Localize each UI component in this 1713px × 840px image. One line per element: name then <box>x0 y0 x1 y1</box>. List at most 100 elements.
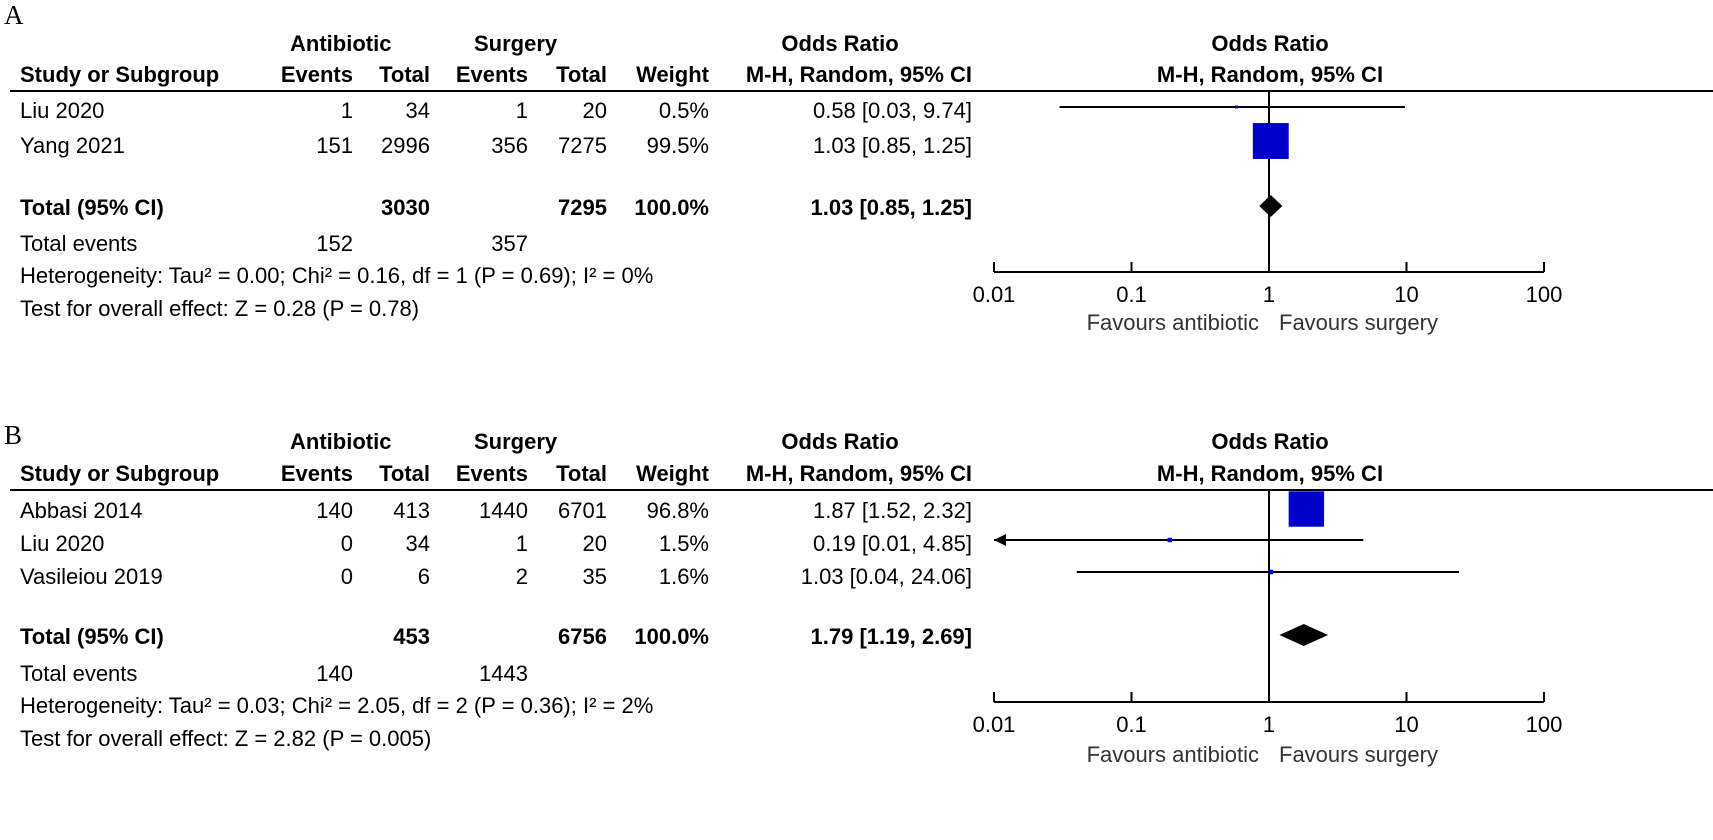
study-weight: 0.5% <box>658 98 709 123</box>
study-ci: 1.03 [0.85, 1.25] <box>812 133 972 158</box>
study-events-2: 1440 <box>479 498 528 523</box>
events-label: Total events <box>20 661 138 686</box>
x-tick-label: 0.1 <box>1116 712 1147 737</box>
header-or-method: M-H, Random, 95% CI <box>745 461 972 486</box>
events-1: 140 <box>316 661 353 686</box>
total-ci: 1.03 [0.85, 1.25] <box>810 195 972 220</box>
header-events-2: Events <box>455 62 528 87</box>
x-tick-label: 0.01 <box>973 712 1016 737</box>
header-plot-method: M-H, Random, 95% CI <box>1156 62 1384 87</box>
study-total-1: 413 <box>393 498 430 523</box>
forest-panel-b: B Antibiotic Surgery Odds Ratio Odds Rat… <box>0 420 1713 840</box>
study-name: Abbasi 2014 <box>20 498 143 523</box>
total-label: Total (95% CI) <box>20 195 164 220</box>
study-weight: 96.8% <box>646 498 709 523</box>
total-total-2: 6756 <box>558 624 607 649</box>
header-plot-method: M-H, Random, 95% CI <box>1156 461 1384 486</box>
study-name: Yang 2021 <box>20 133 125 158</box>
x-tick-label: 10 <box>1394 282 1418 307</box>
study-weight: 1.6% <box>658 564 709 589</box>
study-marker <box>1268 569 1274 575</box>
x-tick-label: 0.1 <box>1116 282 1147 307</box>
study-total-2: 6701 <box>558 498 607 523</box>
x-tick-label: 100 <box>1526 282 1563 307</box>
header-events-2: Events <box>455 461 528 486</box>
overall-effect-text: Test for overall effect: Z = 2.82 (P = 0… <box>20 726 432 751</box>
header-weight: Weight <box>636 461 709 486</box>
study-marker <box>1252 123 1289 159</box>
study-weight: 99.5% <box>646 133 709 158</box>
header-total-2: Total <box>556 62 607 87</box>
header-plot-title: Odds Ratio <box>1211 429 1329 454</box>
total-total-1: 453 <box>393 624 430 649</box>
forest-plot: 0.01 0.1 1 10 100 Favours antibiotic Favours s… <box>973 489 1563 767</box>
study-events-2: 1 <box>515 98 528 123</box>
ci-arrow <box>994 534 1006 546</box>
total-total-1: 3030 <box>381 195 430 220</box>
x-tick-label: 100 <box>1526 712 1563 737</box>
header-rule <box>10 489 1713 491</box>
study-ci: 0.58 [0.03, 9.74] <box>812 98 972 123</box>
x-tick-label: 1 <box>1263 712 1275 737</box>
panel-label: A <box>4 0 24 30</box>
header-events-1: Events <box>280 62 353 87</box>
study-events-2: 2 <box>515 564 528 589</box>
header-total-1: Total <box>379 62 430 87</box>
total-ci: 1.79 [1.19, 2.69] <box>810 624 972 649</box>
study-events-1: 0 <box>340 531 353 556</box>
study-name: Vasileiou 2019 <box>20 564 163 589</box>
total-weight: 100.0% <box>634 195 709 220</box>
total-total-2: 7295 <box>558 195 607 220</box>
study-events-1: 140 <box>316 498 353 523</box>
header-weight: Weight <box>636 62 709 87</box>
forest-panel-a: A Antibiotic Surgery Odds Ratio Odds Rat… <box>4 0 1713 335</box>
favours-left-label: Favours antibiotic <box>1087 310 1259 335</box>
study-total-2: 35 <box>582 564 607 589</box>
study-total-1: 2996 <box>381 133 430 158</box>
events-label: Total events <box>20 231 138 256</box>
study-total-2: 7275 <box>558 133 607 158</box>
header-study: Study or Subgroup <box>20 62 220 87</box>
study-events-1: 151 <box>316 133 353 158</box>
header-group2: Surgery <box>474 429 558 454</box>
study-total-1: 6 <box>417 564 430 589</box>
favours-right-label: Favours surgery <box>1279 310 1438 335</box>
favours-right-label: Favours surgery <box>1279 742 1438 767</box>
heterogeneity-text: Heterogeneity: Tau² = 0.03; Chi² = 2.05,… <box>20 693 654 718</box>
events-2: 357 <box>491 231 528 256</box>
study-total-2: 20 <box>582 98 607 123</box>
header-or-title: Odds Ratio <box>781 429 899 454</box>
header-or-method: M-H, Random, 95% CI <box>745 62 972 87</box>
header-group1: Antibiotic <box>290 429 392 454</box>
study-total-1: 34 <box>405 531 430 556</box>
header-total-1: Total <box>379 461 430 486</box>
total-weight: 100.0% <box>634 624 709 649</box>
study-weight: 1.5% <box>658 531 709 556</box>
header-total-2: Total <box>556 461 607 486</box>
forest-plot: 0.01 0.1 1 10 100 Favours antibiotic Favours s… <box>973 90 1563 335</box>
header-or-title: Odds Ratio <box>781 31 899 56</box>
study-total-1: 34 <box>405 98 430 123</box>
study-ci: 1.87 [1.52, 2.32] <box>812 498 972 523</box>
overall-effect-text: Test for overall effect: Z = 0.28 (P = 0… <box>20 296 420 321</box>
header-group2: Surgery <box>474 31 558 56</box>
header-group1: Antibiotic <box>290 31 392 56</box>
heterogeneity-text: Heterogeneity: Tau² = 0.00; Chi² = 0.16,… <box>20 263 654 288</box>
favours-left-label: Favours antibiotic <box>1087 742 1259 767</box>
study-events-2: 1 <box>515 531 528 556</box>
study-events-1: 1 <box>340 98 353 123</box>
study-name: Liu 2020 <box>20 98 105 123</box>
pooled-diamond <box>1259 195 1283 217</box>
events-2: 1443 <box>479 661 528 686</box>
header-plot-title: Odds Ratio <box>1211 31 1329 56</box>
events-1: 152 <box>316 231 353 256</box>
study-marker <box>1167 537 1173 543</box>
study-name: Liu 2020 <box>20 531 105 556</box>
study-marker <box>1288 491 1325 527</box>
header-rule <box>10 90 1713 92</box>
total-label: Total (95% CI) <box>20 624 164 649</box>
pooled-diamond <box>1279 624 1329 646</box>
study-events-2: 356 <box>491 133 528 158</box>
study-total-2: 20 <box>582 531 607 556</box>
study-marker <box>1234 105 1238 109</box>
